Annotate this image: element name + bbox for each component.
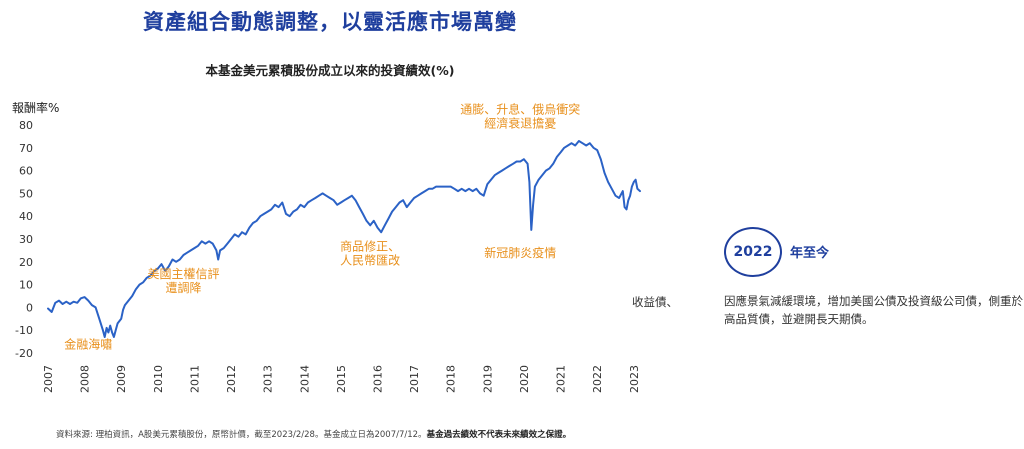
y-tick-label: 40 xyxy=(19,210,33,223)
x-tick-label: 2018 xyxy=(445,365,458,393)
chart-annotation: 通膨、升息、俄烏衝突經濟衰退擔憂 xyxy=(460,102,580,131)
y-tick-label: 50 xyxy=(19,187,33,200)
y-tick-label: 20 xyxy=(19,256,33,269)
y-tick-label: 30 xyxy=(19,233,33,246)
source-note-text: 資料來源: 理柏資訊，A股美元累積股份，原幣計價，截至2023/2/28。基金成… xyxy=(56,430,427,440)
x-tick-label: 2020 xyxy=(518,365,531,393)
x-tick-label: 2023 xyxy=(628,365,641,393)
chart-annotation: 商品修正、人民幣匯改 xyxy=(340,238,400,267)
x-tick-label: 2019 xyxy=(481,365,494,393)
disclaimer-text: 基金過去績效不代表未來績效之保證。 xyxy=(426,430,572,440)
y-axis-label: 報酬率% xyxy=(12,100,59,115)
strategy-description: 因應景氣減緩環境，增加美國公債及投資級公司債，側重於高品質債，並避開長天期債。 xyxy=(724,294,1023,326)
y-tick-label: -20 xyxy=(15,347,33,360)
annotation-group: 金融海嘯 美國主權信評遭調降 商品修正、人民幣匯改 新冠肺炎疫情 通膨、升息、俄烏衝突經… xyxy=(64,102,580,352)
ytd-label: 年至今 xyxy=(790,246,830,261)
x-tick-label: 2011 xyxy=(188,365,201,393)
y-tick-label: 60 xyxy=(19,165,33,178)
y-tick-group: 80 70 60 50 40 30 20 10 0 -10 -20 xyxy=(15,119,33,360)
side-fragment-text: 收益債、 xyxy=(632,295,678,309)
chart-title: 本基金美元累積股份成立以來的投資績效(%) xyxy=(205,63,455,78)
x-tick-label: 2009 xyxy=(115,365,128,393)
x-tick-label: 2014 xyxy=(298,365,311,393)
x-tick-label: 2008 xyxy=(79,365,92,393)
y-tick-label: -10 xyxy=(15,324,33,337)
y-tick-label: 0 xyxy=(26,301,33,314)
year-badge-label: 2022 xyxy=(733,244,773,260)
x-tick-group: 2007 2008 2009 2010 2011 2012 2013 2014 2015 2016… xyxy=(42,365,641,393)
x-tick-label: 2015 xyxy=(335,365,348,393)
x-tick-label: 2007 xyxy=(42,365,55,393)
y-tick-label: 10 xyxy=(19,279,33,292)
y-tick-label: 80 xyxy=(19,119,33,132)
y-tick-label: 70 xyxy=(19,142,33,155)
chart-annotation: 新冠肺炎疫情 xyxy=(484,245,556,260)
x-tick-label: 2010 xyxy=(152,365,165,393)
year-badge: 2022 xyxy=(724,227,782,277)
x-tick-label: 2012 xyxy=(225,365,238,393)
source-note: 資料來源: 理柏資訊，A股美元累積股份，原幣計價，截至2023/2/28。基金成… xyxy=(56,428,571,440)
chart-annotation: 金融海嘯 xyxy=(64,336,112,351)
x-tick-label: 2022 xyxy=(591,365,604,393)
x-tick-label: 2016 xyxy=(371,365,384,393)
headline: 資產組合動態調整，以靈活應市場萬變 xyxy=(143,10,517,34)
x-tick-label: 2021 xyxy=(555,365,568,393)
series-line xyxy=(47,140,641,338)
x-tick-label: 2013 xyxy=(262,365,275,393)
x-tick-label: 2017 xyxy=(408,365,421,393)
chart-annotation: 美國主權信評遭調降 xyxy=(147,266,219,295)
